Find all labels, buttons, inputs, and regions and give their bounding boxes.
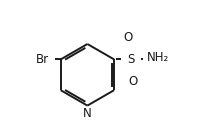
Text: O: O [129,75,138,88]
Text: S: S [127,53,135,66]
Text: N: N [83,107,92,120]
Text: O: O [123,31,133,44]
Text: NH₂: NH₂ [147,51,169,64]
Text: Br: Br [36,53,49,66]
